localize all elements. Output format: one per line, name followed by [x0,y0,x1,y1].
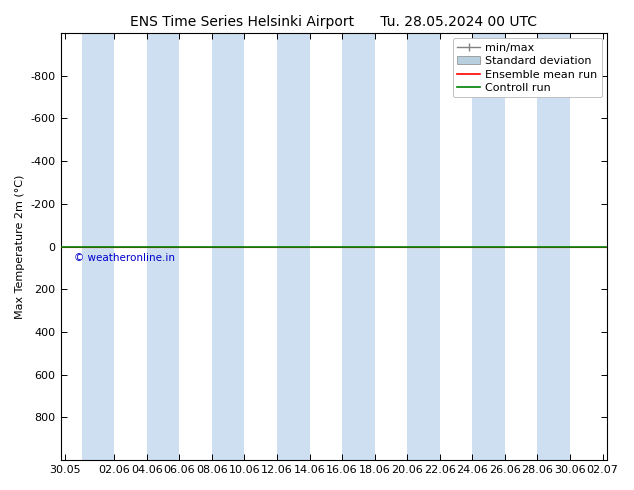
Legend: min/max, Standard deviation, Ensemble mean run, Controll run: min/max, Standard deviation, Ensemble me… [453,39,602,98]
Bar [407,33,440,460]
Bar [472,33,505,460]
Bar [342,33,375,460]
Bar [212,33,245,460]
Bar [82,33,114,460]
Y-axis label: Max Temperature 2m (°C): Max Temperature 2m (°C) [15,174,25,318]
Text: © weatheronline.in: © weatheronline.in [74,253,174,263]
Bar [147,33,179,460]
Bar [277,33,309,460]
Bar [538,33,570,460]
Title: ENS Time Series Helsinki Airport      Tu. 28.05.2024 00 UTC: ENS Time Series Helsinki Airport Tu. 28.… [131,15,538,29]
